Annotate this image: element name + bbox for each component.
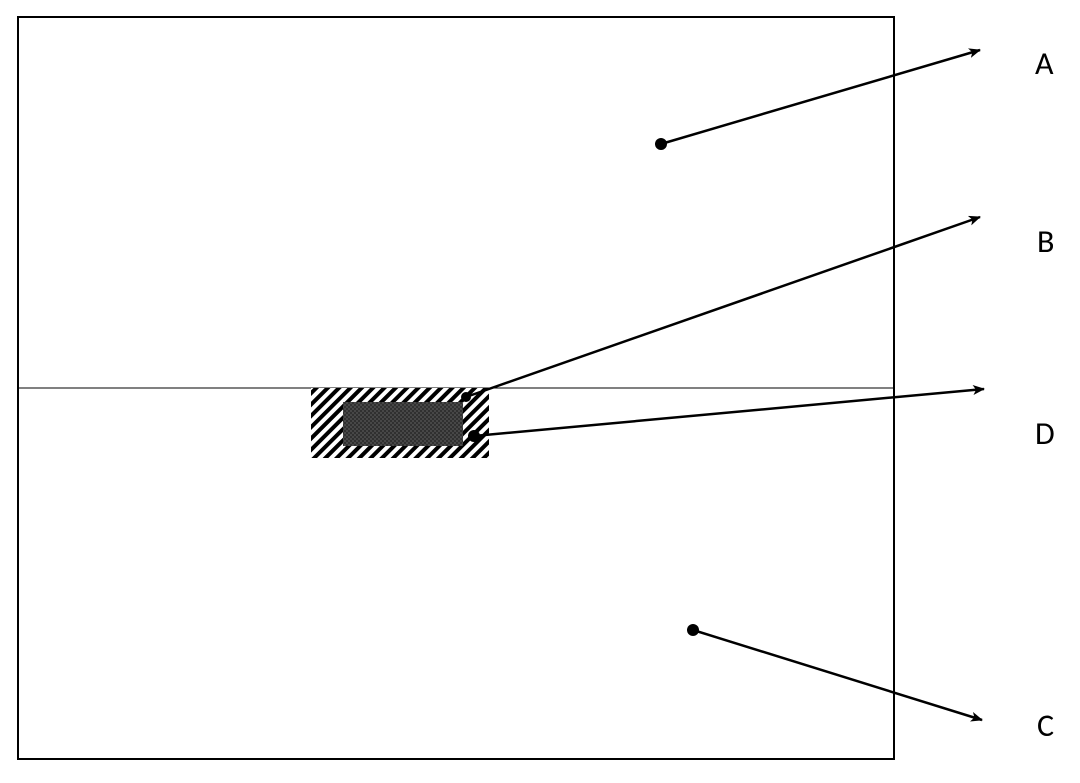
arrow-D (468, 389, 984, 442)
inner-dark-rect (343, 402, 463, 446)
label-A: A (1035, 44, 1054, 83)
label-B: B (1037, 222, 1054, 261)
label-D: D (1035, 414, 1055, 453)
label-C: C (1037, 706, 1054, 745)
diagram-canvas (0, 0, 1080, 783)
arrow-A (655, 50, 980, 150)
arrow-B (461, 217, 980, 402)
arrow-C (687, 624, 982, 720)
